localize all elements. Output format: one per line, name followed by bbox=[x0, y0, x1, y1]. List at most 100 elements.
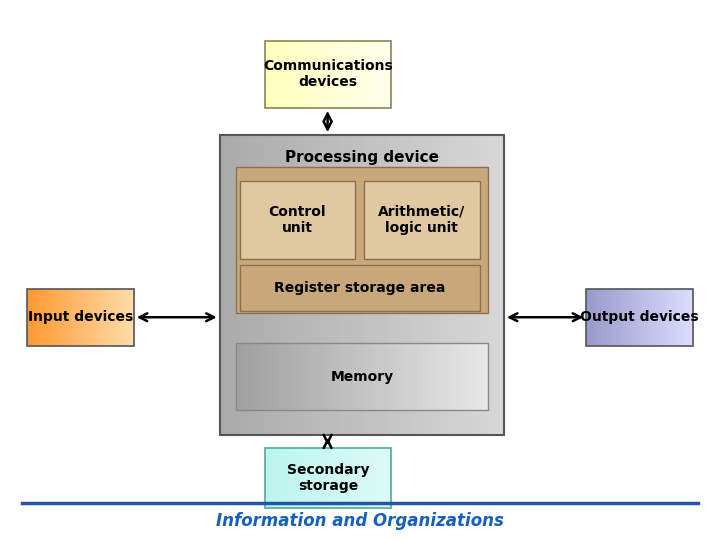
Bar bbox=[356, 448, 359, 508]
Bar bbox=[469, 343, 473, 410]
Bar bbox=[338, 448, 340, 508]
Bar bbox=[280, 135, 284, 435]
Bar bbox=[597, 289, 599, 346]
Bar bbox=[301, 448, 304, 508]
Bar bbox=[58, 289, 60, 346]
Bar bbox=[306, 448, 308, 508]
Bar bbox=[266, 135, 270, 435]
Bar bbox=[326, 448, 328, 508]
Bar bbox=[655, 289, 657, 346]
Bar bbox=[121, 289, 122, 346]
Bar bbox=[325, 448, 327, 508]
Bar bbox=[273, 40, 275, 108]
Bar bbox=[371, 448, 373, 508]
Bar bbox=[358, 40, 360, 108]
Bar bbox=[314, 40, 316, 108]
Bar bbox=[131, 289, 133, 346]
Bar bbox=[285, 40, 288, 108]
Bar bbox=[320, 40, 323, 108]
Bar bbox=[240, 181, 355, 259]
Bar bbox=[289, 448, 291, 508]
Bar bbox=[599, 289, 601, 346]
Bar bbox=[117, 289, 119, 346]
Bar bbox=[479, 343, 482, 410]
Bar bbox=[372, 135, 377, 435]
Bar bbox=[475, 343, 480, 410]
Bar bbox=[422, 343, 426, 410]
Bar bbox=[631, 289, 634, 346]
Bar bbox=[251, 135, 256, 435]
Bar bbox=[310, 40, 313, 108]
Bar bbox=[374, 343, 379, 410]
Bar bbox=[339, 448, 341, 508]
Bar bbox=[363, 40, 365, 108]
Text: Secondary
storage: Secondary storage bbox=[287, 463, 369, 493]
Bar bbox=[37, 289, 39, 346]
Bar bbox=[410, 343, 413, 410]
Bar bbox=[400, 343, 404, 410]
Bar bbox=[665, 289, 667, 346]
Bar bbox=[271, 448, 274, 508]
Bar bbox=[339, 40, 341, 108]
Bar bbox=[361, 448, 364, 508]
Bar bbox=[338, 40, 340, 108]
Bar bbox=[369, 40, 372, 108]
Bar bbox=[38, 289, 40, 346]
Bar bbox=[127, 289, 130, 346]
Bar bbox=[346, 40, 348, 108]
Bar bbox=[48, 289, 50, 346]
Bar bbox=[662, 289, 664, 346]
Bar bbox=[447, 343, 451, 410]
Bar bbox=[300, 448, 302, 508]
Bar bbox=[236, 167, 488, 313]
Bar bbox=[220, 135, 504, 435]
Bar bbox=[120, 289, 121, 346]
Bar bbox=[27, 289, 30, 346]
Bar bbox=[456, 343, 461, 410]
Bar bbox=[469, 135, 473, 435]
Bar bbox=[386, 40, 389, 108]
Bar bbox=[652, 289, 654, 346]
Bar bbox=[30, 289, 32, 346]
Bar bbox=[310, 448, 313, 508]
Bar bbox=[51, 289, 53, 346]
Bar bbox=[249, 343, 253, 410]
Bar bbox=[323, 40, 325, 108]
Bar bbox=[451, 343, 454, 410]
Bar bbox=[364, 448, 366, 508]
Bar bbox=[271, 40, 274, 108]
Bar bbox=[328, 448, 330, 508]
Bar bbox=[274, 448, 276, 508]
Bar bbox=[270, 448, 272, 508]
Bar bbox=[638, 289, 640, 346]
Bar bbox=[277, 343, 281, 410]
Bar bbox=[281, 448, 283, 508]
Bar bbox=[633, 289, 635, 346]
Bar bbox=[227, 135, 231, 435]
Bar bbox=[418, 135, 423, 435]
Bar bbox=[351, 448, 354, 508]
Bar bbox=[682, 289, 684, 346]
Bar bbox=[428, 343, 432, 410]
Bar bbox=[322, 448, 324, 508]
Bar bbox=[616, 289, 618, 346]
Bar bbox=[266, 448, 269, 508]
Bar bbox=[334, 343, 338, 410]
Bar bbox=[289, 40, 291, 108]
Bar bbox=[268, 40, 271, 108]
Bar bbox=[369, 448, 372, 508]
Bar bbox=[85, 289, 86, 346]
Bar bbox=[590, 289, 592, 346]
Bar bbox=[618, 289, 620, 346]
Bar bbox=[383, 40, 385, 108]
Bar bbox=[622, 289, 624, 346]
Bar bbox=[315, 343, 319, 410]
Bar bbox=[302, 40, 305, 108]
Bar bbox=[292, 448, 294, 508]
Text: Control
unit: Control unit bbox=[269, 205, 326, 235]
Bar bbox=[284, 343, 287, 410]
Bar bbox=[340, 343, 344, 410]
Bar bbox=[323, 448, 325, 508]
Bar bbox=[636, 289, 639, 346]
Bar bbox=[347, 448, 349, 508]
